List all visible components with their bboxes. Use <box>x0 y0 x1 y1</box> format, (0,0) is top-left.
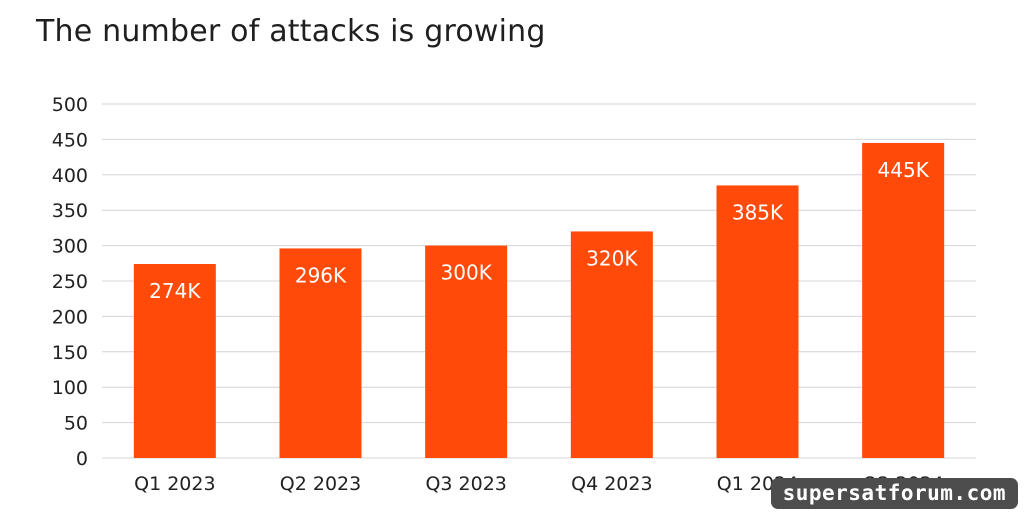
bars <box>133 142 945 459</box>
bar-value-label: 445K <box>878 158 930 182</box>
bar-value-label: 300K <box>441 261 493 285</box>
bar <box>425 245 508 458</box>
y-tick-label: 100 <box>52 377 88 399</box>
x-tick-label: Q2 2023 <box>280 473 361 495</box>
bar <box>716 185 799 459</box>
gridlines <box>102 103 976 459</box>
y-tick-label: 200 <box>52 306 88 328</box>
x-tick-label: Q3 2023 <box>425 473 506 495</box>
y-tick-label: 150 <box>52 342 88 364</box>
watermark-badge: supersatforum.com <box>770 478 1018 509</box>
chart-title: The number of attacks is growing <box>36 14 546 49</box>
y-tick-label: 250 <box>52 271 88 293</box>
y-tick-label: 500 <box>52 94 88 116</box>
y-tick-label: 450 <box>52 129 88 151</box>
bar-value-label: 385K <box>732 200 784 224</box>
y-tick-label: 50 <box>64 413 88 435</box>
bar <box>279 248 362 458</box>
y-tick-label: 400 <box>52 165 88 187</box>
bar <box>862 142 945 458</box>
y-tick-label: 0 <box>76 448 88 470</box>
y-tick-label: 350 <box>52 200 88 222</box>
bar <box>133 264 216 458</box>
bar <box>570 231 653 458</box>
bar-value-label: 296K <box>295 263 347 287</box>
x-tick-label: Q1 2023 <box>134 473 215 495</box>
bar-value-label: 320K <box>586 246 638 270</box>
y-tick-label: 300 <box>52 236 88 258</box>
y-axis-ticks: 0 50 100 150 200 250 300 350 400 450 500 <box>52 94 88 470</box>
bar-value-label: 274K <box>149 279 201 303</box>
x-tick-label: Q4 2023 <box>571 473 652 495</box>
data-labels: 274K 296K 300K 320K 385K 445K <box>149 158 930 303</box>
